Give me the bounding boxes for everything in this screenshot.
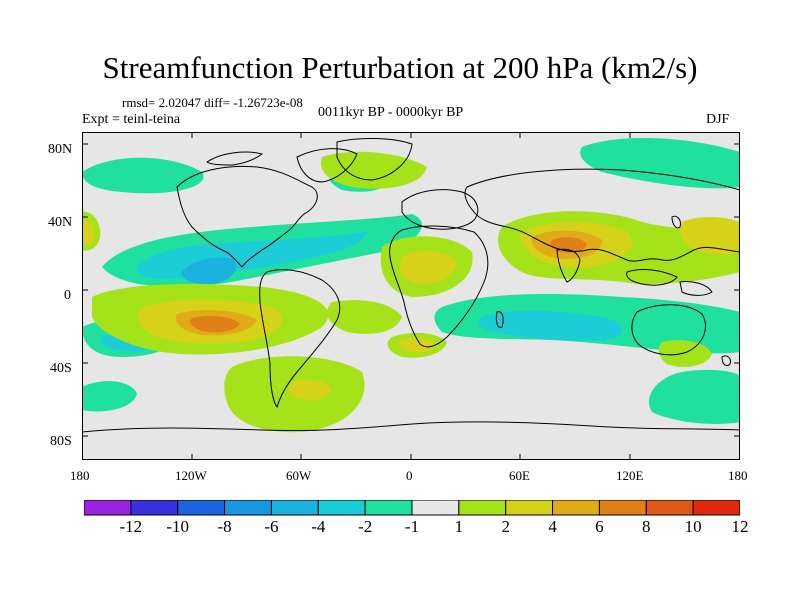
lon-label-60e: 60E xyxy=(509,468,530,483)
experiment-label: Expt = teinl-teina xyxy=(82,112,181,127)
colorbar-box xyxy=(84,500,132,516)
period-label: 0011kyr BP - 0000kyr BP xyxy=(318,105,464,120)
colorbar-label: -12 xyxy=(119,517,143,536)
pos-region-south-america-core xyxy=(190,316,240,333)
lon-label-180w: 180 xyxy=(70,468,90,483)
colorbar-label: -4 xyxy=(311,517,326,536)
pos-region-southern-ocean-inner xyxy=(288,379,332,400)
colorbar-label: -8 xyxy=(217,517,232,536)
colorbar-label: 10 xyxy=(684,517,702,536)
lat-label-eq: 0 xyxy=(64,288,71,303)
pos-region-west-pac xyxy=(679,217,740,255)
colorbar-label: 12 xyxy=(731,517,749,536)
colorbar-box xyxy=(130,500,179,516)
colorbar-label: -10 xyxy=(166,517,190,536)
lon-label-60w: 60W xyxy=(286,468,312,483)
colorbar-label: 6 xyxy=(595,517,604,536)
colorbar-box xyxy=(552,500,600,516)
lon-label-120w: 120W xyxy=(175,468,207,483)
neg-region-southern-ocean-west xyxy=(82,381,137,412)
colorbar-box xyxy=(692,500,740,516)
lon-label-180e: 180 xyxy=(728,468,748,483)
colorbar-label: -6 xyxy=(264,517,279,536)
streamfunction-map xyxy=(82,132,740,460)
colorbar-box xyxy=(458,500,507,516)
lat-label-40s: 40S xyxy=(50,361,72,376)
pos-region-southwest-pac xyxy=(658,340,712,367)
colorbar-box xyxy=(317,500,366,516)
lat-label-80s: 80S xyxy=(50,434,72,449)
colorbar-label: 1 xyxy=(454,517,464,536)
pos-region-south-atlantic xyxy=(327,300,402,334)
neg-region-arctic-east xyxy=(580,137,740,189)
axis-ticks xyxy=(82,132,740,460)
lat-label-80n: 80N xyxy=(48,142,73,157)
colorbar-label: 2 xyxy=(501,517,510,536)
colorbar-box xyxy=(645,500,694,516)
lon-label-120e: 120E xyxy=(616,468,644,483)
colorbar-label: 4 xyxy=(548,517,557,536)
contour-fields xyxy=(82,137,740,433)
colorbar-box xyxy=(224,500,272,516)
neg-region-southern-ocean-east xyxy=(648,369,740,424)
pos-region-south-africa-inner xyxy=(398,337,437,353)
colorbar-label: -2 xyxy=(358,517,373,536)
colorbar-label: 8 xyxy=(642,517,651,536)
coastlines xyxy=(82,137,740,433)
colorbar-box xyxy=(270,500,319,516)
neg-region-tropical-pac-core xyxy=(181,257,236,285)
colorbar-box xyxy=(177,500,226,516)
colorbar xyxy=(84,500,740,516)
colorbar-box xyxy=(505,500,554,516)
colorbar-label: -1 xyxy=(404,517,420,536)
season-label: DJF xyxy=(706,112,730,127)
stats-text: rmsd= 2.02047 diff= -1.26723e-08 xyxy=(122,95,303,110)
pos-region-west-edge-40n-inner xyxy=(82,220,95,246)
neg-region-south-indian-inner xyxy=(478,310,623,341)
colorbar-box xyxy=(364,500,413,516)
colorbar-box xyxy=(598,500,647,516)
neg-region-npac-west xyxy=(82,157,204,194)
pos-region-arctic xyxy=(320,151,427,189)
pos-region-mid-atlantic-inner xyxy=(399,250,457,284)
lat-label-40n: 40N xyxy=(48,215,73,230)
lon-label-0: 0 xyxy=(406,468,413,483)
colorbar-box xyxy=(411,500,460,516)
plot-title: Streamfunction Perturbation at 200 hPa (… xyxy=(102,50,698,85)
